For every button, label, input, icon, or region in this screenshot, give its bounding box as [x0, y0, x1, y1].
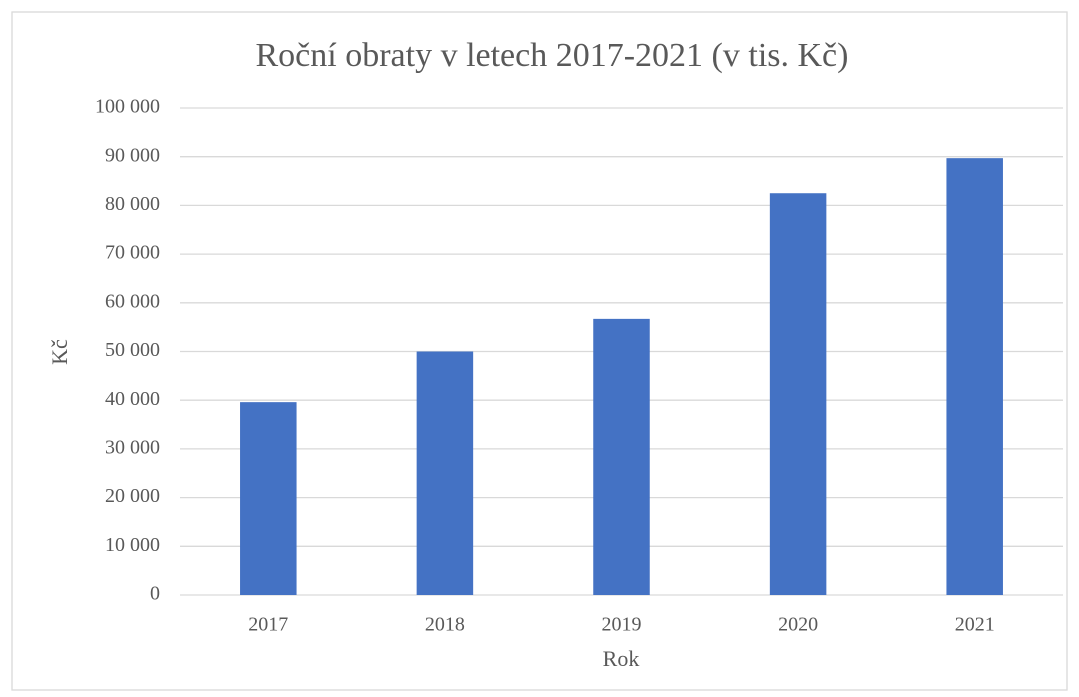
bar — [769, 193, 827, 595]
x-tick-label: 2017 — [248, 614, 288, 636]
y-tick-label: 30 000 — [105, 436, 160, 458]
x-axis-label: Rok — [603, 646, 640, 671]
x-tick-label: 2018 — [425, 614, 465, 636]
bar — [240, 402, 297, 595]
bar — [416, 351, 474, 595]
x-tick-label: 2019 — [602, 614, 642, 636]
bar — [593, 318, 650, 595]
y-tick-label: 0 — [150, 583, 160, 605]
y-tick-label: 50 000 — [105, 339, 160, 361]
y-tick-label: 10 000 — [105, 534, 160, 556]
chart-title: Roční obraty v letech 2017-2021 (v tis. … — [256, 37, 849, 74]
y-axis-label: Kč — [47, 339, 72, 365]
y-tick-label: 80 000 — [105, 193, 160, 215]
y-tick-label: 60 000 — [105, 290, 160, 312]
y-tick-label: 40 000 — [105, 388, 160, 410]
bar — [946, 158, 1003, 595]
x-tick-label: 2021 — [955, 614, 995, 636]
y-tick-label: 100 000 — [95, 96, 160, 118]
y-tick-label: 20 000 — [105, 485, 160, 507]
y-tick-label: 70 000 — [105, 242, 160, 264]
y-tick-label: 90 000 — [105, 144, 160, 166]
x-tick-label: 2020 — [778, 614, 818, 636]
